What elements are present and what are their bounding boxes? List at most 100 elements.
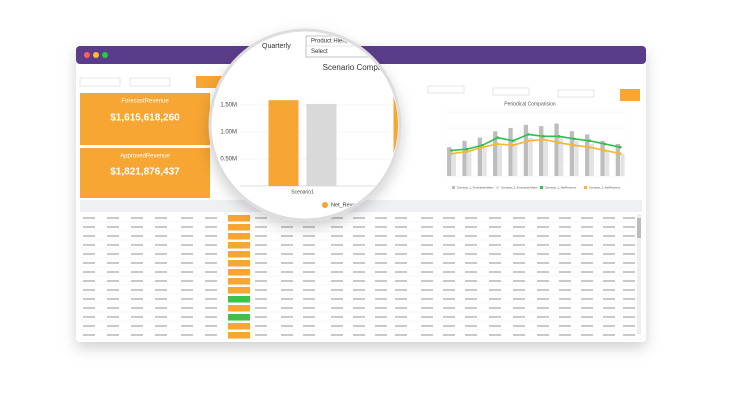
- cell-text: [303, 280, 315, 282]
- cell-text: [489, 289, 501, 291]
- cell-text: [623, 325, 635, 327]
- line-point: [542, 135, 545, 138]
- status-cell: [228, 278, 250, 285]
- cell-text: [131, 280, 143, 282]
- cell-text: [205, 235, 217, 237]
- filter-select[interactable]: [492, 87, 530, 96]
- cell-text: [421, 289, 433, 291]
- cell-text: [421, 226, 433, 228]
- cell-text: [155, 226, 167, 228]
- cell-text: [205, 298, 217, 300]
- cell-text: [131, 307, 143, 309]
- cell-text: [281, 253, 293, 255]
- min-dot[interactable]: [93, 52, 99, 58]
- cell-text: [537, 280, 549, 282]
- cell-text: [513, 334, 525, 336]
- line-point: [496, 142, 499, 146]
- cell-text: [603, 253, 615, 255]
- cell-text: [255, 244, 267, 246]
- cell-text: [353, 325, 365, 327]
- cell-text: [489, 271, 501, 273]
- cell-text: [421, 217, 433, 219]
- cell-text: [83, 244, 95, 246]
- chart-title: Scenario Comparision: [323, 63, 402, 72]
- bar: [600, 140, 605, 176]
- cell-text: [107, 217, 119, 219]
- cell-text: [443, 289, 455, 291]
- filter-select[interactable]: [79, 77, 121, 87]
- cell-text: [107, 298, 119, 300]
- cell-text: [303, 325, 315, 327]
- cell-text: [83, 280, 95, 282]
- cell-text: [603, 226, 615, 228]
- cell-text: [255, 325, 267, 327]
- cell-text: [559, 226, 571, 228]
- cell-text: [181, 271, 193, 273]
- line-point: [619, 145, 622, 149]
- bar: [477, 137, 483, 176]
- line-point: [619, 152, 622, 155]
- cell-text: [353, 235, 365, 237]
- cell-text: [395, 316, 407, 318]
- legend-label: Net_Revenue: [331, 202, 365, 208]
- bar: [467, 150, 472, 176]
- cell-text: [623, 307, 635, 309]
- cell-text: [155, 307, 167, 309]
- status-cell: [228, 215, 250, 222]
- cell-text: [281, 271, 293, 273]
- cell-text: [489, 325, 501, 327]
- bar: [589, 144, 594, 176]
- cell-text: [465, 271, 477, 273]
- cell-text: [303, 271, 315, 273]
- cell-text: [465, 280, 477, 282]
- cell-text: [353, 253, 365, 255]
- cell-text: [581, 334, 593, 336]
- cell-text: [395, 280, 407, 282]
- filter-select[interactable]: [129, 77, 171, 87]
- cell-text: [205, 316, 217, 318]
- cell-text: [331, 262, 343, 264]
- kpi-value: $1,821,876,437: [110, 167, 180, 178]
- magnifier: Quarterly Product Hierarchy Select Scena…: [208, 28, 402, 222]
- cell-text: [107, 334, 119, 336]
- line-series: [451, 138, 621, 155]
- apply-button[interactable]: [620, 89, 640, 101]
- filter-select[interactable]: [427, 85, 465, 94]
- cell-text: [443, 334, 455, 336]
- cell-text: [255, 271, 267, 273]
- cell-text: [623, 262, 635, 264]
- legend-label: Scenario_2_ForecastedValue: [501, 186, 538, 190]
- cell-text: [255, 307, 267, 309]
- cell-text: [205, 280, 217, 282]
- close-dot[interactable]: [84, 52, 90, 58]
- line-point: [603, 149, 607, 152]
- cell-text: [205, 262, 217, 264]
- cell-text: [465, 298, 477, 300]
- bar: [306, 103, 337, 186]
- bar: [508, 128, 513, 176]
- cell-text: [281, 325, 293, 327]
- cell-text: [205, 289, 217, 291]
- cell-text: [559, 325, 571, 327]
- cell-text: [375, 235, 387, 237]
- cell-text: [537, 289, 549, 291]
- cell-text: [443, 307, 455, 309]
- legend-label: Scenario_2_NetRevenue: [589, 186, 621, 190]
- kpi-label: ApprovedRevenue: [120, 154, 170, 160]
- filter-label: Quarterly: [262, 43, 291, 50]
- cell-text: [205, 253, 217, 255]
- cell-text: [281, 334, 293, 336]
- cell-text: [443, 217, 455, 219]
- cell-text: [205, 325, 217, 327]
- cell-text: [395, 244, 407, 246]
- cell-text: [255, 217, 267, 219]
- cell-text: [155, 316, 167, 318]
- cell-text: [375, 253, 387, 255]
- filter-select[interactable]: [557, 89, 595, 98]
- cell-text: [513, 226, 525, 228]
- max-dot[interactable]: [102, 52, 108, 58]
- cell-text: [353, 280, 365, 282]
- cell-text: [421, 298, 433, 300]
- cell-text: [559, 244, 571, 246]
- cell-text: [513, 298, 525, 300]
